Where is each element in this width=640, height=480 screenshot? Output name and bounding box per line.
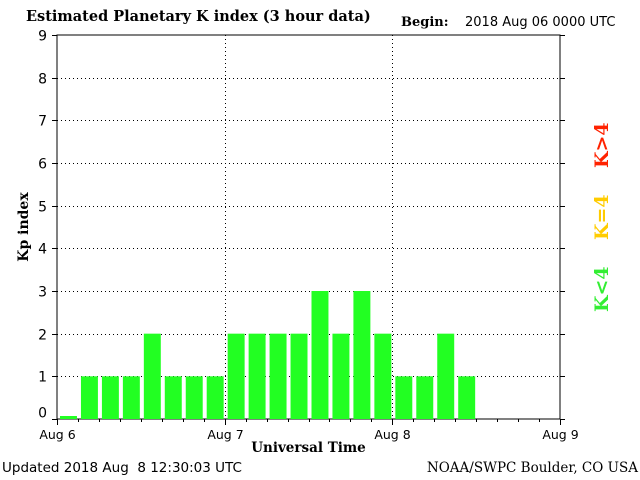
kp-bar [374, 333, 392, 419]
y-tick-label: 9 [38, 29, 47, 45]
kp-bar [353, 291, 371, 419]
kp-bar [311, 291, 329, 419]
legend-k-above-4: K>4 [591, 122, 613, 168]
y-tick-label: 3 [38, 285, 47, 301]
x-axis-label: Universal Time [251, 440, 366, 456]
y-tick-label: 1 [38, 370, 47, 386]
y-tick-label: 2 [38, 328, 47, 344]
legend-k-below-4: K<4 [591, 266, 613, 312]
x-tick-label: Aug 7 [207, 427, 243, 442]
kp-bar [164, 376, 182, 419]
kp-bar [332, 333, 350, 419]
y-tick-label: 7 [38, 114, 47, 130]
kp-bar [143, 333, 161, 419]
kp-bar [458, 376, 476, 419]
plot-frame [56, 34, 561, 420]
y-tick-label: 8 [38, 72, 47, 88]
begin-label: Begin: [401, 15, 449, 30]
kp-bar [122, 376, 140, 419]
kp-bar [437, 333, 455, 419]
kp-bar [227, 333, 245, 419]
y-tick-label: 0 [38, 406, 47, 422]
x-tick-label: Aug 6 [39, 427, 75, 442]
updated-timestamp: Updated 2018 Aug 8 12:30:03 UTC [2, 460, 242, 476]
kp-bar [185, 376, 203, 419]
y-tick-label: 5 [38, 200, 47, 216]
kp-bar [60, 416, 77, 419]
kp-bar [206, 376, 224, 419]
kp-bar [80, 376, 98, 419]
y-tick-label: 4 [38, 242, 47, 258]
credit-text: NOAA/SWPC Boulder, CO USA [426, 460, 638, 476]
kp-bar [101, 376, 119, 419]
kp-bar [395, 376, 413, 419]
kp-bar [416, 376, 434, 419]
kp-bar [248, 333, 266, 419]
x-tick-label: Aug 8 [374, 427, 410, 442]
kp-bar [290, 333, 308, 419]
x-tick-label: Aug 9 [542, 427, 578, 442]
y-tick-label: 6 [38, 157, 47, 173]
y-axis-label: Kp index [16, 192, 32, 262]
legend-k-equal-4: K=4 [591, 194, 613, 240]
chart-title: Estimated Planetary K index (3 hour data… [26, 8, 371, 25]
begin-value: 2018 Aug 06 0000 UTC [465, 15, 616, 30]
kp-bar [269, 333, 287, 419]
